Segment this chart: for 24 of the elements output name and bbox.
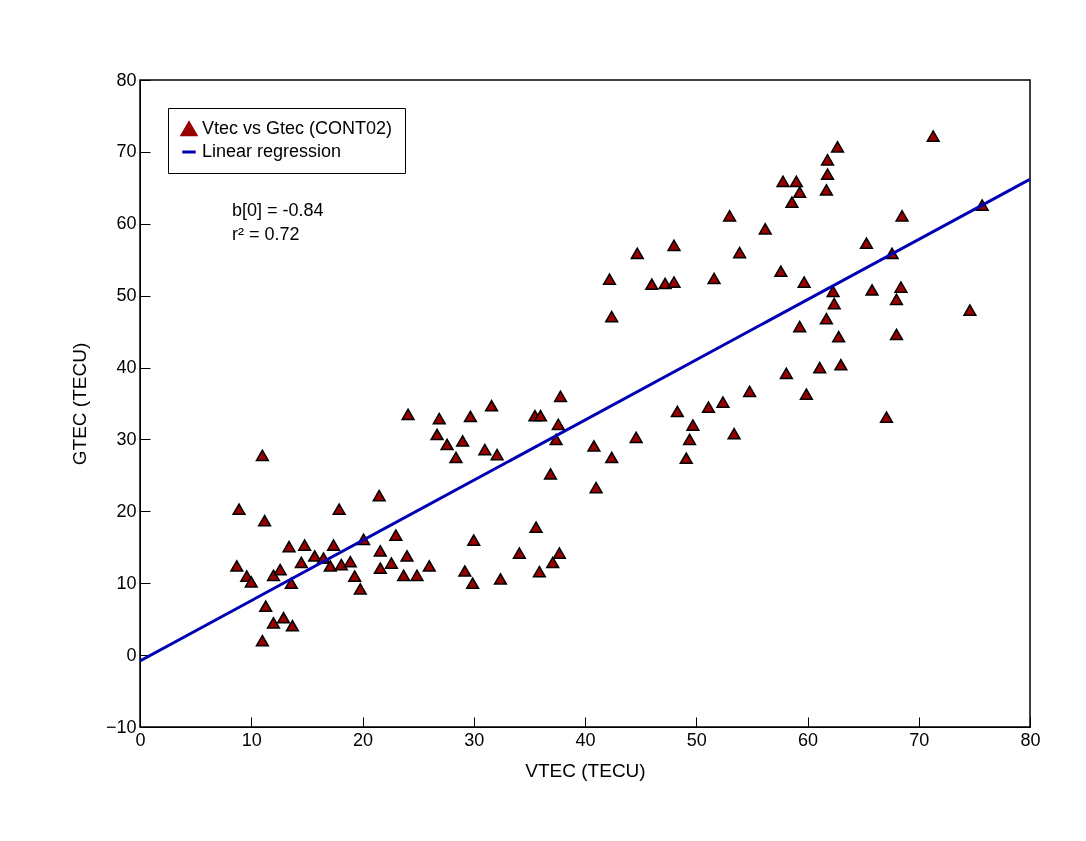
y-axis-title: GTEC (TECU): [68, 342, 90, 466]
x-tick-label: 50: [686, 729, 707, 750]
x-tick-label: 30: [464, 729, 485, 750]
x-tick-label: 40: [575, 729, 596, 750]
y-tick-label: 40: [116, 357, 137, 378]
y-tick-label: 20: [116, 500, 137, 521]
x-tick-label: 20: [352, 729, 374, 750]
y-tick-label: 30: [116, 428, 137, 449]
y-tick-label: 70: [116, 141, 137, 162]
annotation: r² = 0.72: [232, 224, 300, 244]
y-tick-label: 0: [126, 644, 137, 665]
legend-label: Vtec vs Gtec (CONT02): [202, 118, 393, 138]
annotation: b[0] = -0.84: [232, 200, 324, 220]
x-tick-label: 60: [797, 729, 819, 750]
y-tick-label: 50: [116, 285, 137, 306]
y-tick-label: 10: [116, 572, 137, 593]
x-tick-label: 80: [1020, 729, 1041, 750]
legend-label: Linear regression: [202, 141, 342, 161]
x-tick-label: 10: [241, 729, 262, 750]
y-tick-label: −10: [105, 716, 137, 737]
y-tick-label: 80: [116, 69, 137, 90]
x-axis-title: VTEC (TECU): [525, 759, 646, 781]
x-tick-label: 70: [909, 729, 930, 750]
y-tick-label: 60: [116, 213, 137, 234]
